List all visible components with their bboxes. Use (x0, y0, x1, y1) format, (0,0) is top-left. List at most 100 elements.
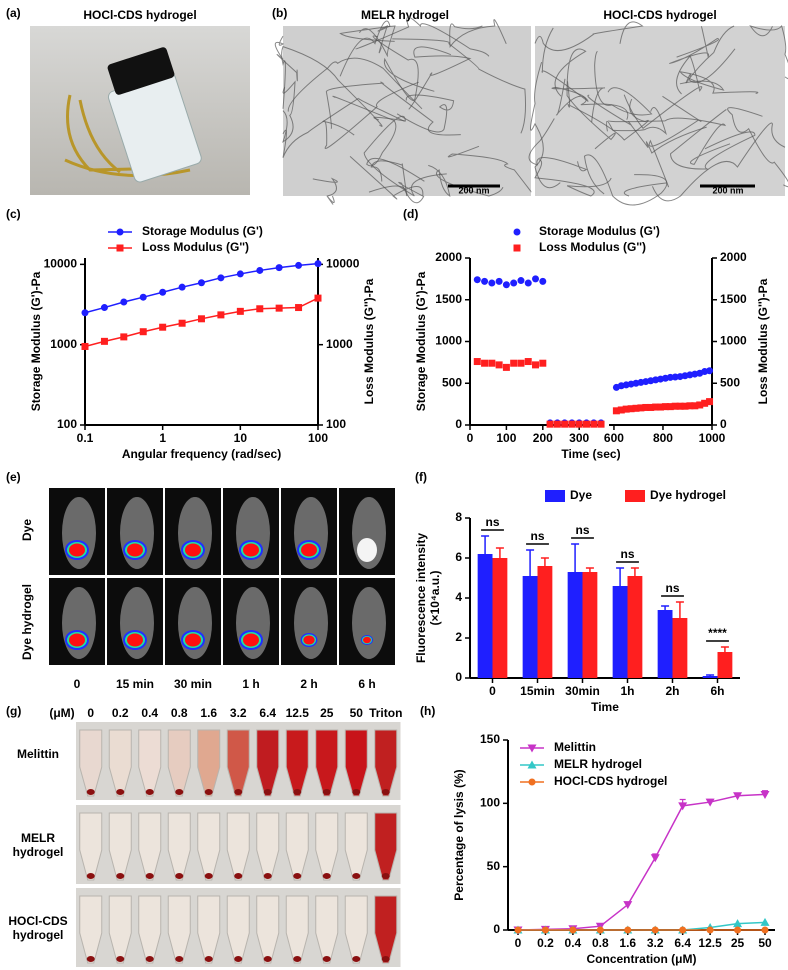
column-label: 25 (320, 706, 334, 720)
marker (760, 917, 770, 926)
y-tick-label: 500 (442, 375, 462, 389)
marker (642, 403, 650, 411)
marker (295, 261, 303, 269)
y-tick-label: 2 (455, 630, 462, 644)
y2-axis-label: Loss Modulus (G'')-Pa (362, 278, 376, 404)
vial (64, 47, 202, 183)
marker (275, 264, 283, 272)
fiber (534, 159, 612, 197)
significance-label: ns (530, 529, 544, 543)
marker (524, 279, 532, 287)
pellet (352, 789, 361, 795)
marker (612, 407, 620, 415)
marker (666, 403, 674, 411)
bar (672, 618, 688, 678)
tube (108, 812, 132, 881)
fiber (727, 107, 788, 188)
tube (167, 895, 191, 964)
tube (374, 812, 398, 881)
marker (569, 926, 577, 934)
marker (652, 403, 660, 411)
column-label: 30 min (174, 677, 212, 691)
marker (510, 279, 518, 287)
tube (226, 812, 250, 881)
y2-tick-label: 0 (720, 417, 727, 431)
pellet (263, 956, 272, 962)
bar (657, 610, 673, 678)
marker (178, 283, 186, 291)
x-tick-label: 6h (710, 684, 724, 698)
x-tick-label: 6.4 (674, 936, 691, 950)
x-axis-label: Time (sec) (561, 447, 620, 461)
y2-tick-label: 1000 (720, 334, 747, 348)
tube (138, 729, 162, 797)
pellet (175, 956, 184, 962)
fiber (355, 16, 490, 57)
y-axis-label: Percentage of lysis (%) (452, 769, 466, 900)
legend-label: Storage Modulus (G') (142, 224, 263, 238)
signal (303, 635, 315, 645)
marker (217, 274, 225, 282)
signal (301, 543, 317, 557)
y-tick-label: 0 (455, 417, 462, 431)
pellet (381, 873, 390, 879)
error-bar (526, 549, 535, 576)
marker (256, 266, 264, 274)
marker (197, 315, 205, 323)
fiber (274, 35, 298, 82)
y-tick-label: 0 (455, 670, 462, 684)
significance-label: **** (708, 626, 727, 640)
pellet (86, 956, 95, 962)
marker (100, 337, 108, 345)
marker (617, 406, 625, 414)
pellet (175, 789, 184, 795)
fiber (428, 164, 504, 198)
y2-tick-label: 500 (720, 375, 740, 389)
error-bar (585, 567, 594, 572)
panel-label: (g) (6, 704, 21, 718)
significance-label: ns (620, 547, 634, 561)
marker (706, 367, 714, 375)
marker (495, 277, 503, 285)
pellet (145, 873, 154, 879)
column-label: 6.4 (259, 706, 276, 720)
x-tick-label: 100 (308, 431, 328, 445)
pellet (145, 789, 154, 795)
x-tick-label: 200 (533, 431, 553, 445)
pellet (293, 873, 302, 879)
x-tick-label: 0.4 (565, 936, 582, 950)
fiber (669, 26, 720, 65)
legend-marker (116, 228, 124, 236)
x-tick-label: 0.2 (537, 936, 554, 950)
bar (537, 566, 553, 678)
y2-tick-label: 10000 (326, 257, 360, 271)
legend-label: Dye hydrogel (650, 488, 726, 502)
marker (81, 309, 89, 317)
x-tick-label: 12.5 (698, 936, 722, 950)
bar (522, 576, 538, 678)
y-axis-label: (×10⁴a.u.) (428, 571, 442, 626)
tube (285, 812, 309, 881)
marker (661, 403, 669, 411)
marker (236, 270, 244, 278)
y-tick-label: 2000 (435, 250, 462, 264)
unit-label: (μM) (49, 706, 74, 720)
pellet (204, 873, 213, 879)
x-tick-label: 25 (731, 936, 745, 950)
x-tick-label: 0.1 (77, 431, 94, 445)
marker (120, 298, 128, 306)
signal (127, 543, 143, 557)
marker (481, 359, 489, 367)
tube (285, 895, 309, 964)
tube (315, 895, 339, 964)
marker (532, 361, 540, 369)
error-bar (661, 605, 670, 610)
x-tick-label: 1.6 (619, 936, 636, 950)
fiber (534, 21, 644, 52)
marker (539, 359, 547, 367)
pellet (175, 873, 184, 879)
tube (374, 729, 398, 797)
fiber (363, 115, 447, 197)
row-label: HOCl-CDS hydrogel (8, 913, 68, 942)
